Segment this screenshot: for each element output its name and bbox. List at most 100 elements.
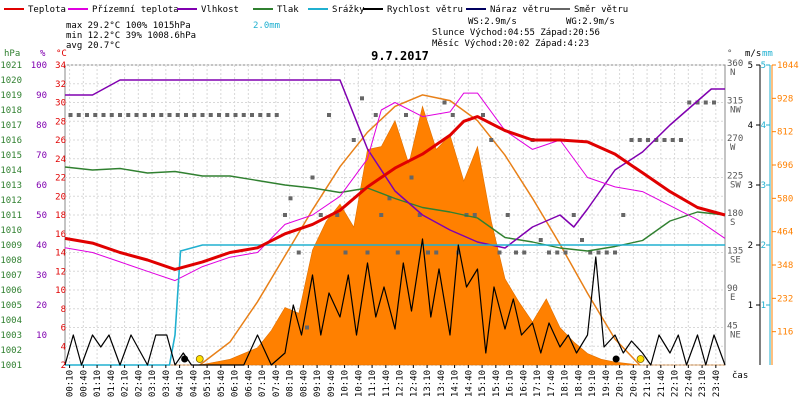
x-tick-label: 13:40 [437,370,447,397]
solar-tick: 1044 [777,61,799,71]
solar-tick: 580 [777,194,793,204]
series-line-rychlost-v-tru [64,238,726,366]
wind-tick: 5 [748,61,753,71]
solar-tick: 348 [777,261,793,271]
x-tick-label: 21:40 [657,370,667,397]
direction-point [217,113,221,117]
humidity-tick: 30 [36,271,47,281]
precip-tick: 2 [761,241,766,251]
pressure-tick: 1004 [0,316,22,326]
series-line-teplota [64,115,726,271]
direction-point [225,113,230,117]
temperature-tick: 24 [55,155,66,165]
legend: Teplota Přízemní teplota Vlhkost Tlak Srážky… [4,5,628,15]
legend-item: Směr větru [574,5,628,15]
humidity-tick: 100 [31,61,47,71]
wind-tick: 2 [748,241,753,251]
humidity-tick: 70 [36,151,47,161]
x-tick-label: 05:40 [217,370,227,397]
x-tick-label: 09:10 [313,370,323,397]
x-tick-label: 00:10 [66,370,76,397]
solar-area [65,105,725,366]
wind-direction-points [68,96,716,330]
direction-point [327,113,331,117]
direction-point [497,250,502,255]
direction-point [208,113,213,117]
humidity-tick: 80 [36,121,47,131]
solar-tick: 696 [777,161,793,171]
pressure-tick: 1008 [0,256,22,266]
direction-name: W [730,143,736,153]
pressure-tick: 1010 [0,226,22,236]
stat-sun: Slunce Východ:04:55 Západ:20:56 [432,28,600,38]
direction-point [604,250,609,255]
theoretical-radiation-line [199,94,641,366]
x-tick-label: 08:10 [286,370,296,397]
solar-tick: 464 [777,228,793,238]
direction-point [687,100,692,105]
direction-point [629,138,634,142]
x-tick-label: 01:40 [107,370,117,397]
pressure-tick: 1005 [0,301,22,311]
temperature-tick: 18 [55,211,66,221]
x-tick-label: 05:10 [203,370,213,397]
direction-point [85,113,89,117]
direction-name: NE [730,331,741,341]
direction-point [134,113,139,117]
x-tick-label: 06:40 [244,370,254,397]
moon-marker [181,355,189,363]
direction-point [192,113,197,117]
stat-min: min 12.2°C 39% 1008.6hPa [66,31,196,41]
direction-tick: 90 [727,284,738,294]
x-tick-label: 11:10 [368,370,378,397]
direction-point [184,113,188,117]
temperature-unit: °C [56,49,67,59]
x-tick-label: 17:40 [547,370,557,397]
x-tick-label: 18:40 [574,370,584,397]
direction-point [434,250,439,255]
direction-tick: 180 [727,209,743,219]
temperature-tick: 16 [55,230,66,240]
x-tick-label: 06:10 [231,370,241,397]
x-tick-label: 02:40 [134,370,144,397]
direction-name: N [730,68,735,78]
moon-marker [612,355,620,363]
legend-item: Teplota [28,5,66,15]
direction-point [547,250,551,255]
direction-point [409,175,414,180]
pressure-tick: 1014 [0,166,22,176]
direction-point [335,213,340,217]
pressure-tick: 1006 [0,286,22,296]
wind-tick: 3 [748,181,753,191]
pressure-tick: 1007 [0,271,22,281]
direction-point [360,96,364,101]
direction-point [712,100,716,105]
wind-unit: m/s [745,49,761,59]
x-tick-label: 21:10 [643,370,653,397]
temperature-tick: 10 [55,286,66,296]
direction-point [151,113,155,117]
x-tick-label: 16:40 [519,370,529,397]
stat-wg: WG:2.9m/s [566,17,615,27]
direction-tick: 45 [727,322,738,332]
direction-point [514,250,518,255]
pressure-tick: 1002 [0,346,22,356]
pressure-tick: 1013 [0,181,22,191]
direction-point [310,175,315,180]
direction-point [241,113,246,117]
direction-point [379,213,384,217]
x-tick-label: 04:10 [176,370,186,397]
x-tick-label: 12:40 [409,370,419,397]
direction-name: E [730,293,735,303]
stats-block: max 29.2°C 100% 1015hPa 2.0mm min 12.2°C 3… [66,17,615,51]
direction-point [233,113,238,117]
temperature-tick: 22 [55,174,66,184]
x-tick-label: 22:10 [671,370,681,397]
direction-point [118,113,122,117]
x-tick-label: 22:40 [684,370,694,397]
direction-point [489,138,494,142]
temperature-tick: 6 [61,324,66,334]
humidity-tick: 40 [36,241,47,251]
temperature-tick: 14 [55,249,66,259]
x-tick-label: 07:10 [258,370,268,397]
